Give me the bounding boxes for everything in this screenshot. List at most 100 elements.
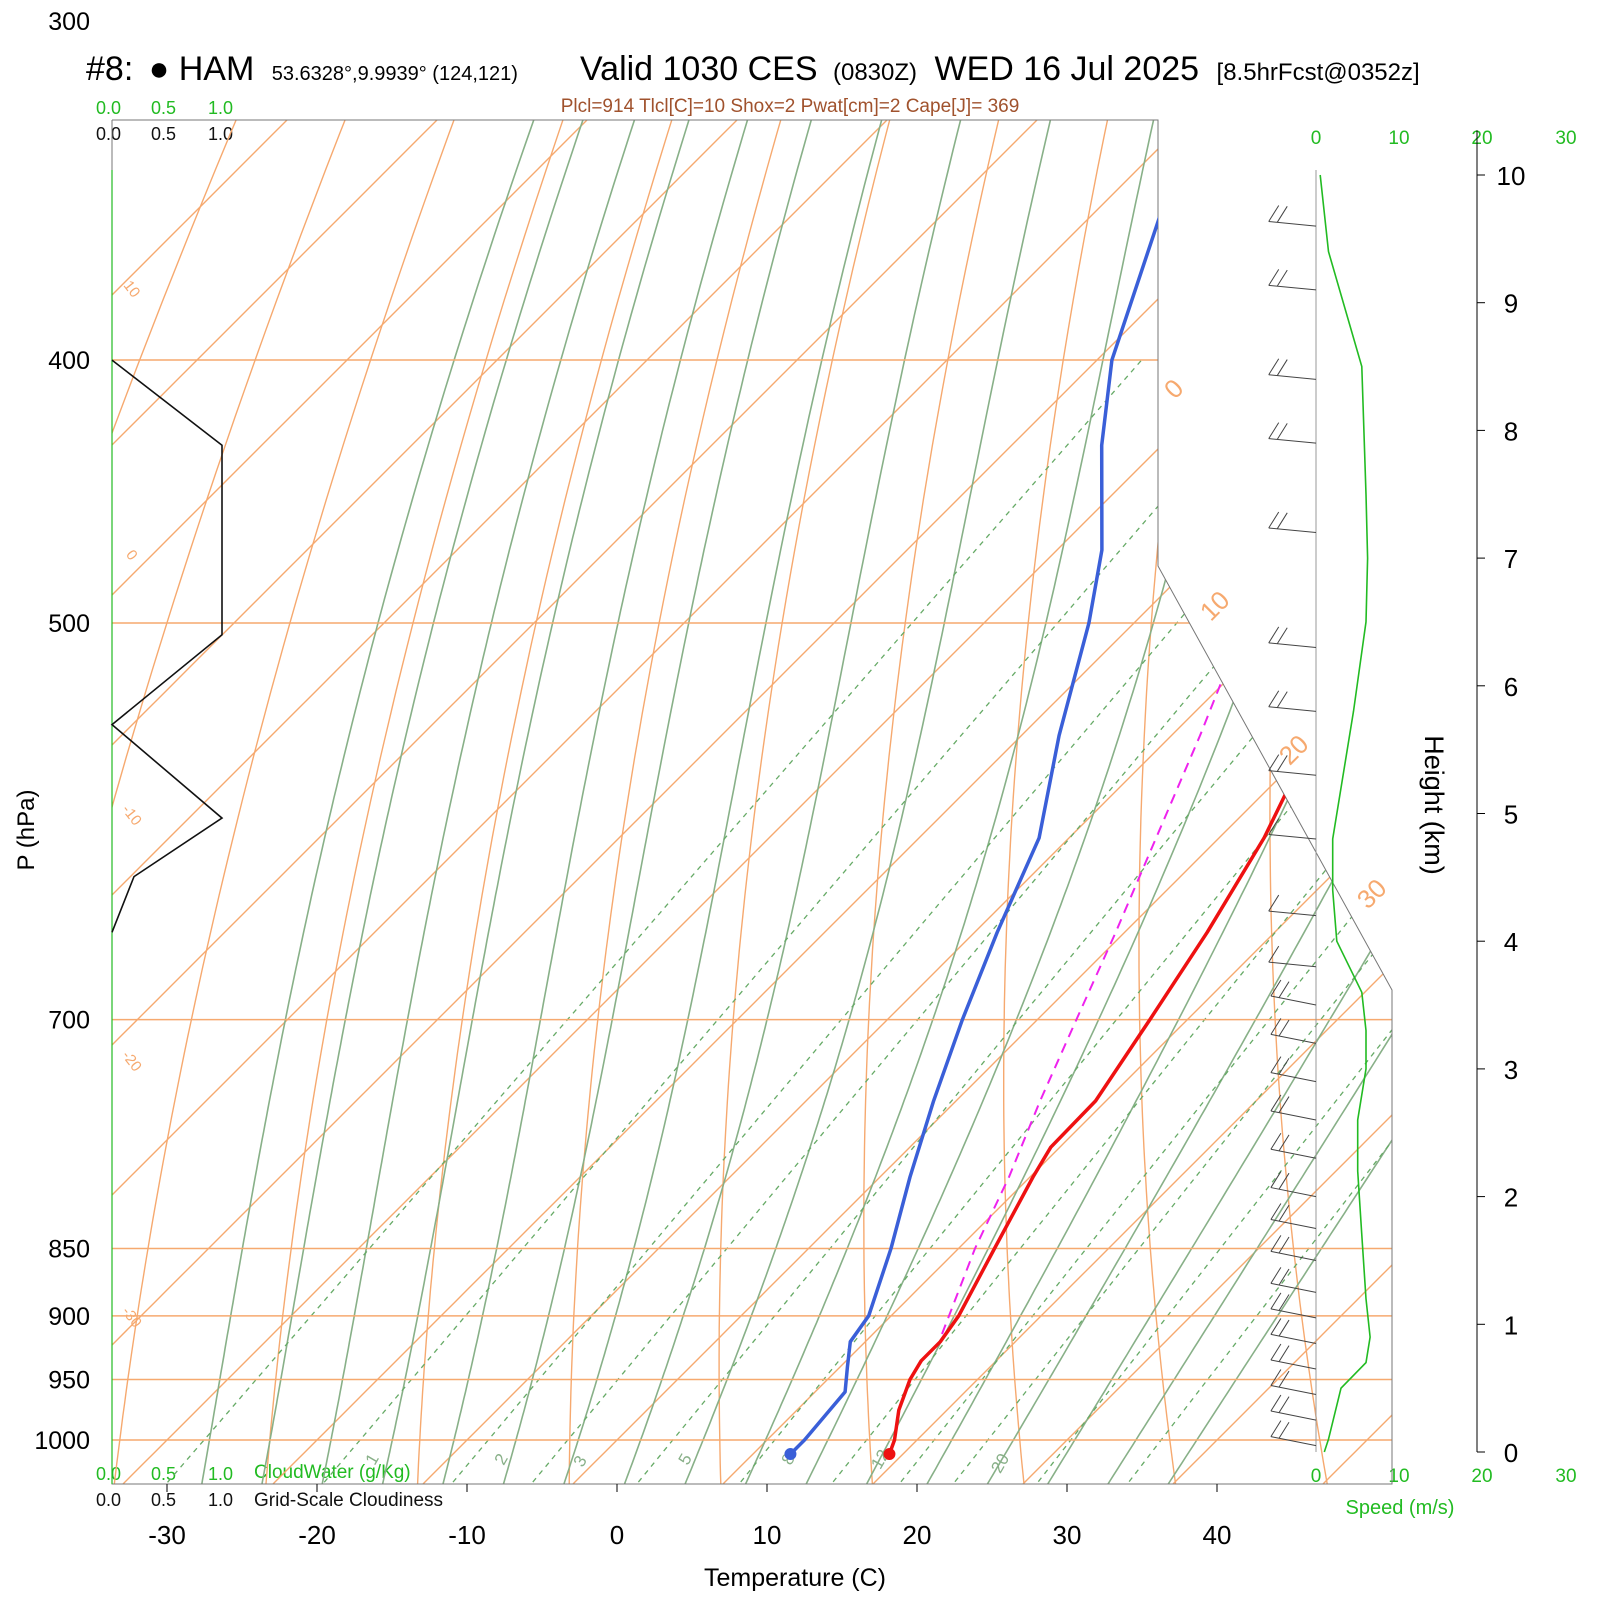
temperature-tick-label: -10 [448,1520,486,1550]
wind-barb-shaft [1269,643,1316,648]
mixing-ratio-line [155,360,1142,1497]
speed-tick-top-10: 10 [1388,128,1409,149]
wind-barb-shaft [1271,1334,1316,1343]
cloudwater-scale-1: 0.5 [151,98,176,118]
wind-barb-flag [1279,1422,1289,1438]
wind-barb-flag [1271,1133,1281,1149]
height-tick-label: 5 [1504,800,1518,830]
station-id: #8: [86,50,133,88]
mixing-ratio-line [889,360,1600,1497]
wind-barb-shaft [1271,1360,1316,1369]
wind-barb-shaft [1271,996,1316,1005]
moist-adiabat-line [680,0,1132,1498]
isotherm-line [710,0,1600,1498]
dry-adiabat-label: 0 [122,547,141,564]
height-axis-title: Height (km) [1419,735,1449,875]
wind-barb-flag [1271,1203,1281,1219]
temperature-tick-label: 0 [610,1520,624,1550]
dry-adiabat-line [0,0,374,1498]
moist-adiabat-line [500,0,910,1498]
isotherm-line [1310,0,1600,1498]
pressure-tick-label: 900 [48,1303,90,1331]
wind-barb-shaft [1269,528,1316,533]
wind-barb-flag [1271,1172,1281,1188]
isotherm-line [1460,0,1600,1498]
dry-adiabat-line [417,0,778,1498]
isotherm-line [1160,0,1600,1498]
wind-barb-flag [1279,1237,1289,1253]
speed-tick-top-20: 20 [1471,128,1492,149]
wind-barb-flag [1279,1020,1289,1036]
speed-axis-title: Speed (m/s) [1346,1497,1455,1519]
dry-adiabat-line [1520,0,1600,1498]
station-dot: ● [149,50,170,88]
wind-barb-shaft [1269,375,1316,380]
speed-tick-bottom-30: 30 [1555,1466,1576,1487]
height-tick-label: 10 [1497,161,1526,191]
isotherm-line [0,0,751,1498]
moist-adiabat-line [1160,0,1600,1498]
thermo-grid [0,0,1600,1498]
cloudiness-scale-2b: 1.0 [208,1490,233,1510]
temperature-tick-label: -20 [298,1520,336,1550]
dry-adiabat-line [569,0,879,1498]
wind-barb-flag [1277,692,1287,708]
wind-barb-flag [1277,423,1287,439]
dry-adiabat-label: -30 [118,1303,145,1331]
wind-barb-shaft [1271,1034,1316,1043]
sounding-profiles [784,0,1600,1460]
svg-text:#8: ● HAM 53: #8: ● HAM 53.6328°,9.9939° (124,121) [86,50,518,88]
surface-temperature-dot [883,1448,895,1460]
temperature-tick-label: 30 [1053,1520,1082,1550]
wind-barb-flag [1279,1320,1289,1336]
wind-barb-flag [1277,628,1287,644]
pressure-tick-label: 850 [48,1235,90,1263]
forecast-info: [8.5hrFcst@0352z] [1217,59,1420,86]
temperature-tick-label: 40 [1203,1520,1232,1550]
wind-barb-flag [1269,269,1279,285]
zulu-time: (0830Z) [833,59,917,86]
moist-adiabat-line [1040,0,1600,1498]
height-tick-label: 3 [1504,1055,1518,1085]
dry-adiabat-line [864,0,1081,1498]
speed-tick-bottom-20: 20 [1471,1466,1492,1487]
height-tick-label: 0 [1504,1438,1518,1468]
isotherm-label: 30 [1351,873,1393,915]
surface-dewpoint-dot [784,1448,796,1460]
wind-barb-flag [1269,946,1279,962]
speed-tick-top-0: 0 [1311,128,1322,149]
valid-date: WED 16 Jul 2025 [934,50,1199,88]
isotherm-label: 0 [1158,373,1189,404]
dry-adiabat-line [265,0,677,1498]
temperature-profile [889,0,1600,1454]
wind-barb-flag [1269,205,1279,221]
wind-barb-flag [1277,270,1287,286]
cloudwater-scale-2b: 1.0 [208,1464,233,1484]
pressure-tick-label: 400 [48,347,90,375]
wind-barb-flag [1271,1344,1281,1360]
wind-barb-shaft [1271,1386,1316,1395]
mixing-ratio-line [626,360,1568,1497]
wind-barb-shaft [1269,834,1316,839]
moist-adiabat-line [440,0,850,1498]
pressure-tick-label: 950 [48,1367,90,1395]
grid-labels: 100-10-20-300102030123581220 [118,277,1392,1476]
height-tick-label: 7 [1504,544,1518,574]
wind-barb-flag [1271,1267,1281,1283]
cloudwater-scale-0: 0.0 [96,98,121,118]
wind-barb-flag [1277,513,1287,529]
isotherm-line [0,0,1600,1498]
wind-barb-flag [1279,1397,1289,1413]
dry-adiabat-line [1139,0,1283,1498]
plot-border [112,120,1392,1484]
isotherm-line [860,0,1600,1498]
wind-barb-flag [1279,1058,1289,1074]
pressure-tick-label: 300 [48,8,90,36]
y-axis-title: P (hPa) [13,790,40,871]
cloudwater-scale-1b: 0.5 [151,1464,176,1484]
pressure-tick-label: 700 [48,1007,90,1035]
height-tick-label: 6 [1504,672,1518,702]
wind-barb-flag [1277,206,1287,222]
